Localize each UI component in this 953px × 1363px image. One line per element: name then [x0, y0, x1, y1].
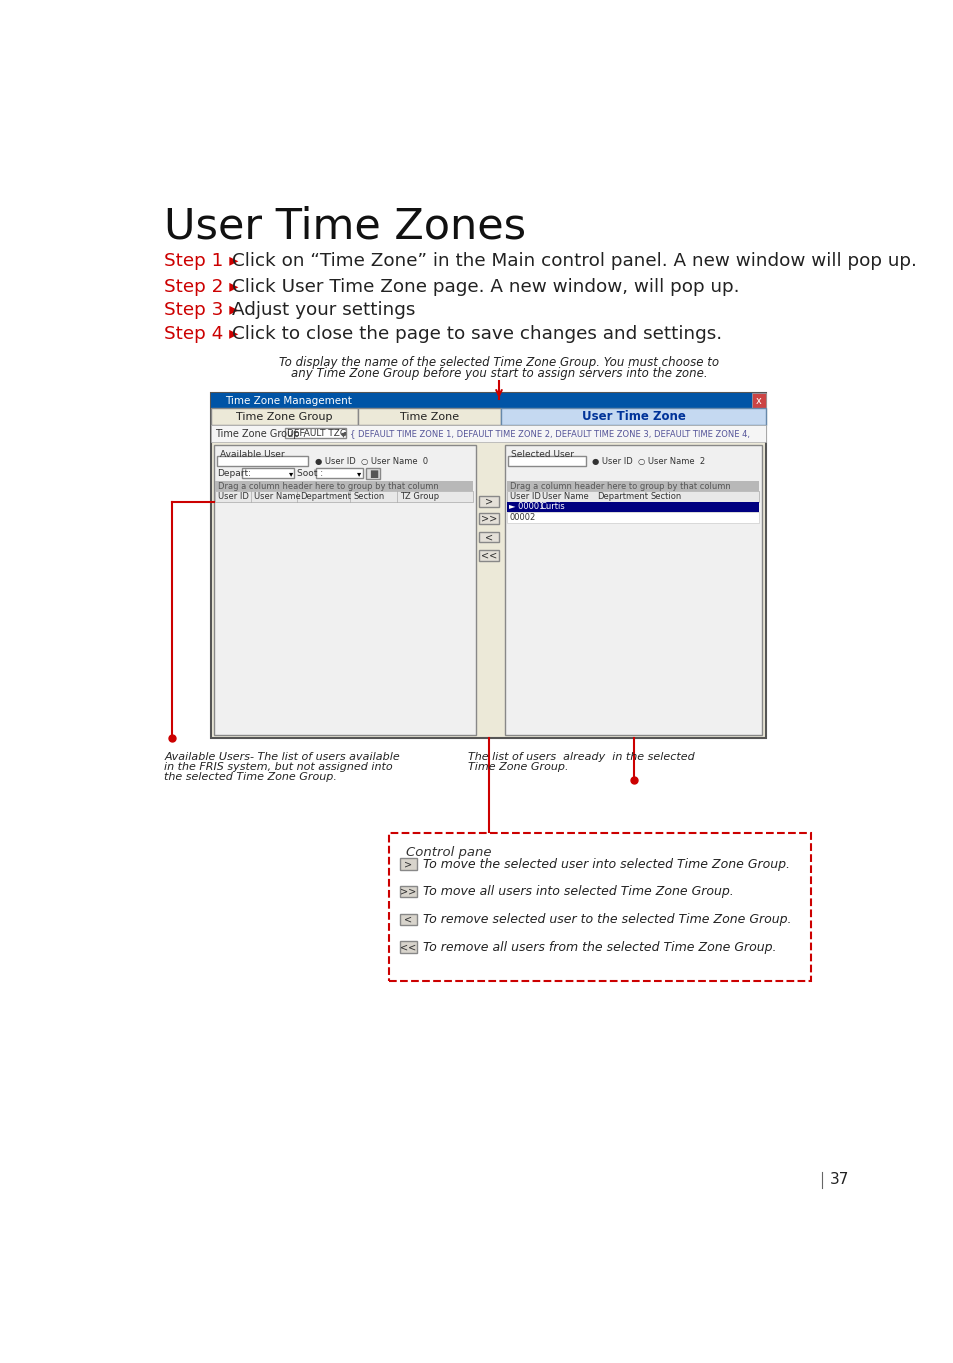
Bar	[478, 496, 498, 507]
Text: To remove selected user to the selected Time Zone Group.: To remove selected user to the selected …	[422, 913, 791, 927]
Text: TZ Group: TZ Group	[399, 492, 438, 500]
Bar	[389, 833, 810, 981]
Text: ▾: ▾	[289, 469, 293, 477]
Text: { DEFAULT TIME ZONE 1, DEFAULT TIME ZONE 2, DEFAULT TIME ZONE 3, DEFAULT TIME ZO: { DEFAULT TIME ZONE 1, DEFAULT TIME ZONE…	[350, 429, 749, 439]
Text: User Name: User Name	[253, 492, 300, 500]
Text: ► 00001: ► 00001	[509, 503, 544, 511]
Text: <<: <<	[399, 942, 416, 953]
Bar	[506, 502, 759, 512]
Text: Curtis: Curtis	[540, 503, 565, 511]
Text: Step 1 ▸: Step 1 ▸	[164, 252, 238, 270]
Text: Department: Department	[300, 492, 352, 500]
Bar	[366, 469, 380, 480]
Text: User ID: User ID	[509, 492, 540, 500]
Text: Step 4 ▸: Step 4 ▸	[164, 326, 238, 343]
Text: ● User ID  ○ User Name  0: ● User ID ○ User Name 0	[314, 457, 427, 466]
Bar	[211, 409, 357, 425]
Text: Time Zone: Time Zone	[399, 412, 458, 423]
Bar	[215, 481, 472, 491]
Bar	[500, 409, 765, 425]
Text: The list of users  already  in the selected: The list of users already in the selecte…	[468, 752, 694, 762]
Text: Control pane: Control pane	[406, 846, 491, 859]
Text: >: >	[484, 496, 493, 507]
Text: ▾: ▾	[340, 429, 345, 439]
Bar	[215, 491, 472, 502]
Bar	[241, 469, 294, 477]
Text: x: x	[755, 395, 760, 406]
Bar	[399, 886, 416, 897]
Text: Click on “Time Zone” in the Main control panel. A new window will pop up.: Click on “Time Zone” in the Main control…	[233, 252, 917, 270]
Text: User Time Zone: User Time Zone	[581, 410, 684, 424]
Bar	[315, 469, 362, 477]
Text: >>: >>	[399, 887, 416, 897]
Text: Adjust your settings: Adjust your settings	[233, 301, 416, 319]
Text: Drag a column header here to group by that column: Drag a column header here to group by th…	[509, 481, 730, 491]
Text: Time Zone Group.: Time Zone Group.	[468, 762, 568, 771]
Text: ▾: ▾	[356, 469, 361, 477]
Text: Section: Section	[650, 492, 681, 500]
Text: Time Zone Group :: Time Zone Group :	[215, 429, 306, 439]
Text: User Name: User Name	[542, 492, 589, 500]
Text: 00002: 00002	[509, 514, 536, 522]
Text: Click User Time Zone page. A new window, will pop up.: Click User Time Zone page. A new window,…	[233, 278, 740, 296]
Text: Section: Section	[353, 492, 384, 500]
Text: Time Zone Group: Time Zone Group	[235, 412, 333, 423]
Bar	[399, 913, 416, 925]
Bar	[478, 551, 498, 562]
Bar	[285, 428, 345, 439]
Text: To move the selected user into selected Time Zone Group.: To move the selected user into selected …	[422, 857, 789, 871]
Text: To display the name of the selected Time Zone Group. You must choose to: To display the name of the selected Time…	[278, 356, 719, 369]
Text: Drag a column header here to group by that column: Drag a column header here to group by th…	[218, 481, 438, 491]
Text: DEFAULT TZG: DEFAULT TZG	[287, 429, 347, 439]
Text: Time Zone Management: Time Zone Management	[224, 395, 351, 406]
Text: any Time Zone Group before you start to assign servers into the zone.: any Time Zone Group before you start to …	[291, 367, 706, 380]
Bar	[213, 446, 476, 735]
Bar	[506, 491, 759, 502]
Text: To remove all users from the selected Time Zone Group.: To remove all users from the selected Ti…	[422, 940, 776, 954]
Text: in the FRIS system, but not assigned into: in the FRIS system, but not assigned int…	[164, 762, 393, 771]
Text: Click to close the page to save changes and settings.: Click to close the page to save changes …	[233, 326, 721, 343]
Text: Available Users- The list of users available: Available Users- The list of users avail…	[164, 752, 399, 762]
Text: Step 2 ▸: Step 2 ▸	[164, 278, 238, 296]
Bar	[478, 532, 498, 542]
Text: 37: 37	[829, 1172, 849, 1187]
Text: <: <	[404, 915, 412, 924]
Bar	[751, 393, 765, 409]
Text: Available User: Available User	[220, 450, 284, 459]
Text: User ID: User ID	[218, 492, 249, 500]
Text: Selected User: Selected User	[511, 450, 574, 459]
Text: ● User ID  ○ User Name  2: ● User ID ○ User Name 2	[592, 457, 704, 466]
Text: User Time Zones: User Time Zones	[164, 206, 526, 248]
Bar	[399, 942, 416, 953]
Text: <: <	[484, 532, 493, 542]
Text: the selected Time Zone Group.: the selected Time Zone Group.	[164, 771, 336, 782]
Bar	[216, 457, 308, 466]
Text: Step 3 ▸: Step 3 ▸	[164, 301, 238, 319]
Bar	[211, 425, 765, 443]
Text: To move all users into selected Time Zone Group.: To move all users into selected Time Zon…	[422, 886, 733, 898]
Bar	[211, 393, 765, 409]
Bar	[505, 446, 761, 735]
Bar	[399, 859, 416, 870]
Text: >>: >>	[480, 514, 497, 523]
Text: <<: <<	[480, 551, 497, 560]
Text: Soot :: Soot :	[296, 469, 322, 477]
Text: >: >	[404, 859, 412, 870]
Bar	[357, 409, 500, 425]
Bar	[478, 512, 498, 523]
Text: Depart:: Depart:	[216, 469, 251, 477]
Bar	[506, 512, 759, 523]
Bar	[506, 481, 759, 491]
Text: Department: Department	[596, 492, 647, 500]
Text: ■: ■	[369, 469, 377, 478]
Bar	[508, 457, 585, 466]
Bar	[211, 393, 765, 737]
